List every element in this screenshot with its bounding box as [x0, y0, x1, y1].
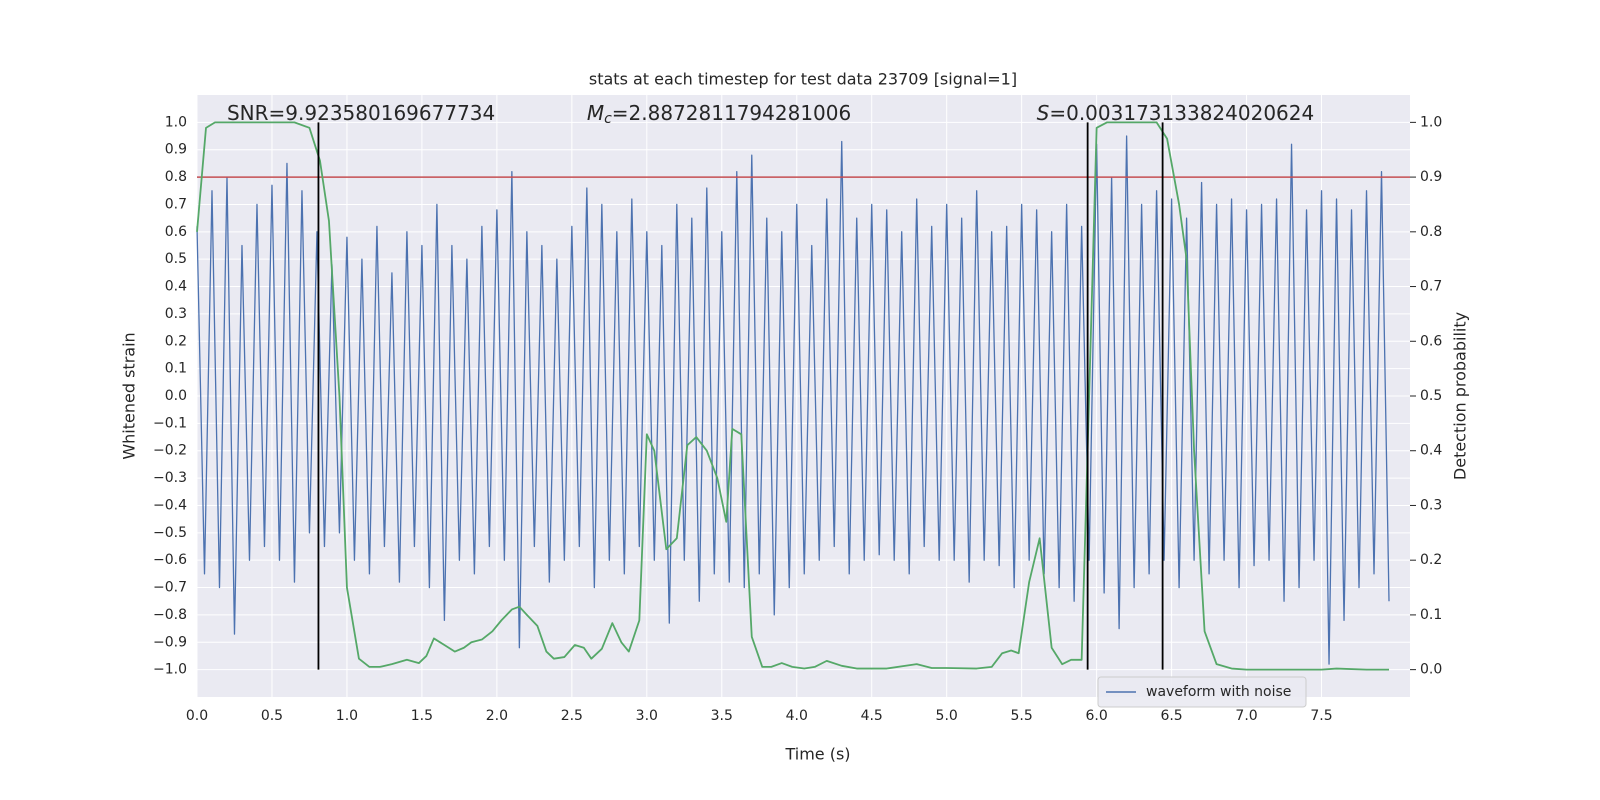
y2-tick-label: 0.3 — [1420, 497, 1442, 513]
legend: waveform with noise — [1097, 676, 1307, 708]
y2-tick-label: 0.4 — [1420, 443, 1442, 459]
annotation: Mc=2.8872811794281006 — [587, 101, 851, 128]
x-tick-label: 3.0 — [636, 708, 658, 724]
chart-title: stats at each timestep for test data 237… — [589, 70, 1017, 89]
y2-tick-label: 0.2 — [1420, 552, 1442, 568]
y-tick-label: −0.1 — [153, 415, 187, 431]
x-tick-label: 1.0 — [336, 708, 358, 724]
x-tick-label: 0.5 — [261, 708, 283, 724]
y-tick-label: −0.7 — [153, 580, 187, 596]
y2-tick-label: 1.0 — [1420, 114, 1442, 130]
y-tick-label: −0.4 — [153, 497, 187, 513]
x-tick-label: 7.5 — [1310, 708, 1332, 724]
y-tick-label: −0.5 — [153, 525, 187, 541]
y-tick-label: 0.3 — [165, 306, 187, 322]
y-tick-label: 0.4 — [165, 279, 187, 295]
annotation: S=0.003173133824020624 — [1037, 101, 1315, 125]
y-tick-label: 0.0 — [165, 388, 187, 404]
annotation-symbol: S — [1037, 101, 1050, 125]
y-tick-label: 0.9 — [165, 142, 187, 158]
x-tick-label: 7.0 — [1235, 708, 1257, 724]
series-line — [196, 135, 1390, 665]
y2-tick-label: 0.5 — [1420, 388, 1442, 404]
y2-tick-label: 0.0 — [1420, 662, 1442, 678]
y-tick-label: 0.1 — [165, 361, 187, 377]
annotation-text: =2.8872811794281006 — [612, 101, 851, 125]
y-tick-label: 0.5 — [165, 251, 187, 267]
x-tick-label: 6.0 — [1085, 708, 1107, 724]
y-tick-label: 0.7 — [165, 196, 187, 212]
x-tick-label: 1.5 — [411, 708, 433, 724]
y-tick-label: −0.3 — [153, 470, 187, 486]
x-tick-label: 2.0 — [486, 708, 508, 724]
y2-tick-label: 0.7 — [1420, 279, 1442, 295]
y2-tick-label: 0.6 — [1420, 333, 1442, 349]
annotation: SNR=9.923580169677734 — [227, 101, 495, 125]
y-axis-label: Whitened strain — [120, 332, 139, 459]
y2-tick-label: 0.8 — [1420, 224, 1442, 240]
legend-label: waveform with noise — [1146, 684, 1291, 700]
y-tick-label: 0.6 — [165, 224, 187, 240]
x-tick-label: 6.5 — [1160, 708, 1182, 724]
y-tick-label: −1.0 — [153, 662, 187, 678]
y2-tick-label: 0.1 — [1420, 607, 1442, 623]
series-line — [196, 121, 1390, 671]
x-axis-label: Time (s) — [784, 745, 850, 764]
x-tick-label: 4.5 — [861, 708, 883, 724]
x-tick-label: 4.0 — [786, 708, 808, 724]
y-tick-label: 1.0 — [165, 114, 187, 130]
y-tick-label: −0.9 — [153, 634, 187, 650]
y-tick-label: −0.2 — [153, 443, 187, 459]
y-tick-label: −0.8 — [153, 607, 187, 623]
y-tick-label: 0.8 — [165, 169, 187, 185]
x-tick-label: 0.0 — [186, 708, 208, 724]
legend-box — [1097, 676, 1307, 708]
annotation-symbol: M — [587, 101, 604, 125]
y2-axis-label: Detection probability — [1451, 312, 1470, 480]
x-tick-label: 3.5 — [711, 708, 733, 724]
y-tick-label: −0.6 — [153, 552, 187, 568]
annotation-text: =0.003173133824020624 — [1049, 101, 1314, 125]
y-tick-label: 0.2 — [165, 333, 187, 349]
annotation-text: SNR=9.923580169677734 — [227, 101, 495, 125]
x-tick-label: 2.5 — [561, 708, 583, 724]
x-tick-label: 5.0 — [936, 708, 958, 724]
x-tick-label: 5.5 — [1011, 708, 1033, 724]
annotation-subscript: c — [604, 111, 612, 127]
y2-tick-label: 0.9 — [1420, 169, 1442, 185]
